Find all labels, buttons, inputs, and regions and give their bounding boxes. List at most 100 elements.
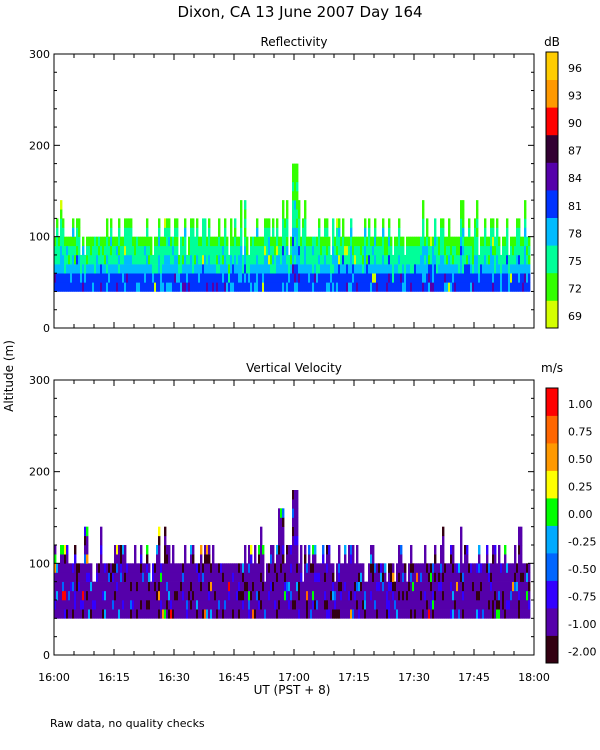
velocity-cell	[398, 554, 401, 564]
reflectivity-cell	[262, 254, 265, 265]
velocity-cell	[146, 554, 149, 564]
reflectivity-cell	[60, 227, 63, 237]
reflectivity-cell	[110, 227, 113, 237]
reflectivity-cell	[370, 245, 373, 256]
velocity-cell	[338, 609, 341, 619]
reflectivity-cell	[320, 245, 323, 256]
velocity-cell	[240, 563, 243, 573]
reflectivity-cell	[68, 273, 71, 283]
reflectivity-cell	[324, 236, 327, 247]
velocity-cell	[224, 581, 227, 592]
reflectivity-cell	[58, 264, 61, 274]
velocity-cell	[452, 554, 455, 564]
velocity-cell	[464, 572, 467, 582]
velocity-cell	[148, 581, 151, 592]
reflectivity-cell	[244, 245, 247, 256]
velocity-cell	[100, 554, 103, 564]
reflectivity-cell	[518, 227, 521, 237]
reflectivity-cell	[282, 200, 285, 210]
velocity-cell	[294, 499, 297, 509]
reflectivity-cell	[318, 254, 321, 265]
reflectivity-cell	[232, 236, 235, 247]
velocity-cell	[62, 572, 65, 582]
reflectivity-cell	[136, 273, 139, 283]
velocity-cell	[378, 572, 381, 582]
reflectivity-cell	[460, 282, 463, 292]
reflectivity-cell	[522, 236, 525, 247]
velocity-cell	[454, 609, 457, 619]
velocity-cell	[326, 563, 329, 573]
velocity-cell	[202, 600, 205, 610]
reflectivity-cell	[448, 273, 451, 283]
reflectivity-cell	[352, 282, 355, 292]
velocity-cell	[76, 563, 79, 573]
reflectivity-cell	[328, 254, 331, 265]
velocity-cell	[258, 554, 261, 564]
reflectivity-cell	[60, 282, 63, 292]
velocity-cell	[444, 600, 447, 610]
velocity-cell	[140, 545, 143, 555]
reflectivity-cell	[156, 273, 159, 283]
reflectivity-cell	[450, 264, 453, 274]
reflectivity-cell	[308, 236, 311, 247]
velocity-cell	[404, 572, 407, 582]
reflectivity-cell	[478, 254, 481, 265]
velocity-cell	[306, 563, 309, 573]
reflectivity-cell	[510, 236, 513, 247]
reflectivity-cell	[150, 282, 153, 292]
velocity-cell	[124, 545, 127, 555]
velocity-cell	[164, 554, 167, 564]
velocity-cell	[458, 609, 461, 619]
velocity-cell	[256, 572, 259, 582]
velocity-cell	[86, 535, 89, 546]
velocity-cell	[372, 581, 375, 592]
velocity-cell	[396, 572, 399, 582]
reflectivity-cell	[288, 273, 291, 283]
reflectivity-cell	[180, 264, 183, 274]
reflectivity-cell	[96, 236, 99, 247]
reflectivity-cell	[192, 254, 195, 265]
reflectivity-cell	[382, 245, 385, 256]
reflectivity-colorbar-label: 78	[568, 227, 582, 240]
velocity-cell	[54, 600, 57, 610]
reflectivity-cell	[176, 245, 179, 256]
reflectivity-cell	[230, 273, 233, 283]
reflectivity-cell	[346, 236, 349, 247]
velocity-cell	[312, 572, 315, 582]
velocity-cell	[66, 545, 69, 555]
velocity-cell	[450, 609, 453, 619]
velocity-cell	[428, 590, 431, 601]
velocity-cell	[514, 545, 517, 555]
velocity-cell	[444, 590, 447, 601]
velocity-cell	[514, 554, 517, 564]
velocity-cell	[184, 590, 187, 601]
velocity-cell	[80, 563, 83, 573]
reflectivity-cell	[460, 236, 463, 247]
reflectivity-cell	[152, 273, 155, 283]
velocity-cell	[368, 609, 371, 619]
velocity-cell	[224, 600, 227, 610]
reflectivity-cell	[380, 254, 383, 265]
reflectivity-cell	[504, 245, 507, 256]
velocity-cell	[56, 590, 59, 601]
velocity-cell	[460, 581, 463, 592]
reflectivity-cell	[332, 245, 335, 256]
reflectivity-cell	[196, 282, 199, 292]
reflectivity-cell	[418, 245, 421, 256]
reflectivity-cell	[254, 273, 257, 283]
reflectivity-cell	[284, 227, 287, 237]
reflectivity-cell	[148, 236, 151, 247]
reflectivity-cell	[522, 245, 525, 256]
velocity-cell	[410, 572, 413, 582]
reflectivity-cell	[304, 245, 307, 256]
reflectivity-cell	[80, 282, 83, 292]
velocity-cell	[256, 563, 259, 573]
reflectivity-cell	[412, 254, 415, 265]
velocity-cell	[156, 572, 159, 582]
velocity-cell	[280, 535, 283, 546]
velocity-cell	[286, 609, 289, 619]
reflectivity-cell	[426, 245, 429, 256]
velocity-cell	[402, 563, 405, 573]
velocity-cell	[140, 554, 143, 564]
reflectivity-cell	[102, 282, 105, 292]
